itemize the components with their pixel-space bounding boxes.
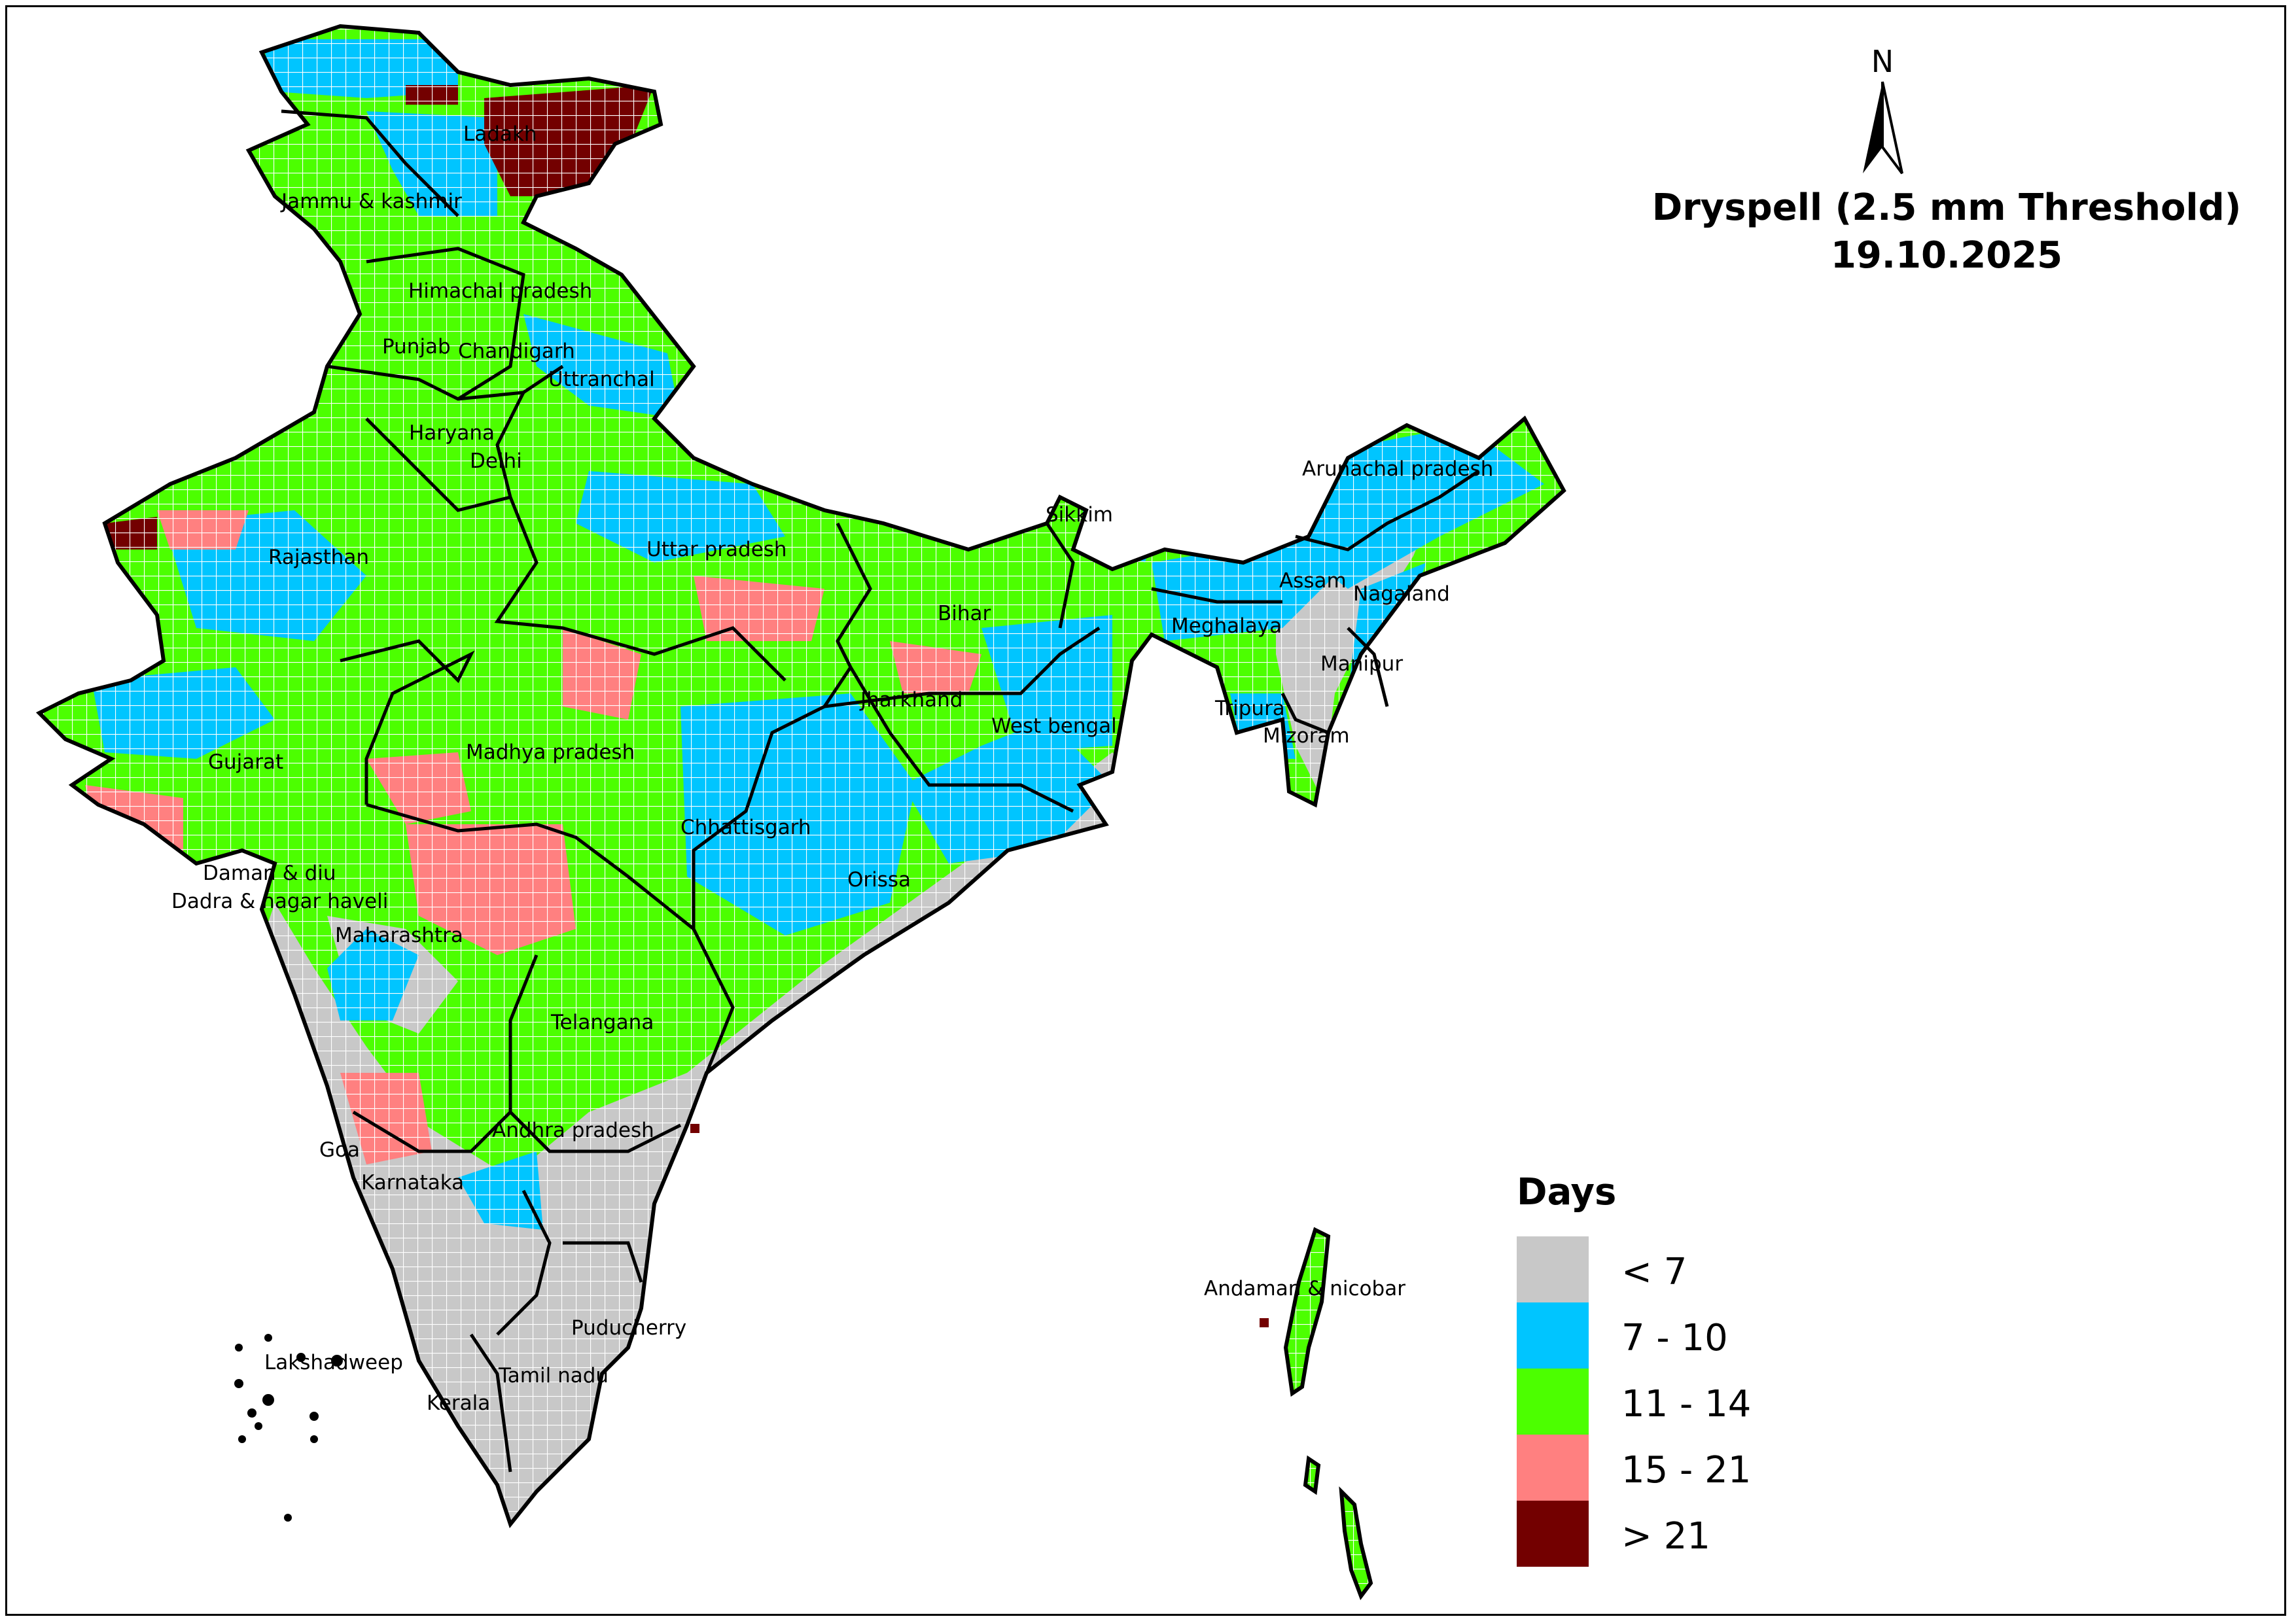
legend-swatch [1517,1435,1589,1501]
region-label: Daman & diu [203,862,336,885]
region-label: Jharkhand [859,688,963,712]
region-labels: Ladakh Jammu & kashmir Himachal pradesh … [171,122,1493,1415]
north-arrow-icon: N [1863,46,1903,175]
region-label: Madhya pradesh [466,741,635,764]
region-label: Dadra & nagar haveli [171,890,388,913]
region-label: Bihar [938,602,991,625]
region-label: Punjab [382,335,451,358]
region-label: Telangana [550,1011,654,1034]
map-date: 19.10.2025 [1830,234,2063,277]
legend-label: > 21 [1621,1515,1710,1558]
region-label: Puducherry [571,1316,686,1340]
map-title: Dryspell (2.5 mm Threshold) [1651,186,2242,229]
region-label: Andhra pradesh [492,1119,654,1142]
legend-item: 11 - 14 [1517,1369,1792,1435]
legend-title: Days [1517,1171,1617,1213]
legend-swatch [1517,1501,1589,1567]
legend: Days < 7 7 - 10 11 - 14 15 - 21 > 21 [1517,1171,1792,1577]
region-label: Goa [319,1138,360,1162]
legend-item: < 7 [1517,1236,1792,1302]
region-label: Chhattisgarh [680,816,811,839]
region-label: Chandigarh [458,340,575,363]
region-label: Mizoram [1263,724,1350,748]
region-label: Maharashtra [335,924,463,947]
state-boundaries [281,109,1480,1473]
region-label: Himachal pradesh [408,279,592,303]
region-label: Rajasthan [268,546,369,569]
legend-item: 15 - 21 [1517,1435,1792,1501]
region-label: Sikkim [1046,503,1113,527]
region-label: Lakshadweep [264,1351,403,1374]
legend-swatch [1517,1369,1589,1435]
legend-swatch [1517,1302,1589,1369]
legend-item: > 21 [1517,1501,1792,1567]
region-label: Nagaland [1353,582,1450,606]
region-label: Kerala [427,1391,490,1415]
region-label: Haryana [409,421,495,445]
region-label: Uttar pradesh [646,538,787,561]
legend-label: 7 - 10 [1621,1317,1728,1359]
north-label: N [1871,46,1894,79]
region-label: Assam [1279,569,1347,593]
andhra-cell [690,1124,699,1133]
region-label: West bengal [991,714,1117,738]
legend-label: 11 - 14 [1621,1383,1752,1425]
region-label: Tripura [1214,697,1285,720]
legend-swatch [1517,1236,1589,1302]
legend-label: 15 - 21 [1621,1449,1752,1492]
andaman-cell [1260,1318,1269,1327]
region-label: Gujarat [208,750,283,774]
region-label: Jammu & kashmir [280,190,462,213]
legend-item: 7 - 10 [1517,1302,1792,1369]
region-label: Andaman & nicobar [1204,1277,1405,1300]
region-label: Karnataka [361,1171,464,1195]
legend-label: < 7 [1621,1251,1687,1293]
map-frame [5,5,2286,1616]
region-label: Ladakh [463,122,537,146]
lakshadweep-islands [234,1334,343,1522]
region-label: Uttranchal [548,368,655,391]
region-label: Delhi [470,449,522,473]
region-label: Tamil nadu [498,1364,609,1387]
region-label: Meghalaya [1171,614,1282,638]
region-label: Arunachal pradesh [1302,457,1493,481]
region-label: Manipur [1320,652,1403,676]
region-label: Orissa [847,868,911,892]
